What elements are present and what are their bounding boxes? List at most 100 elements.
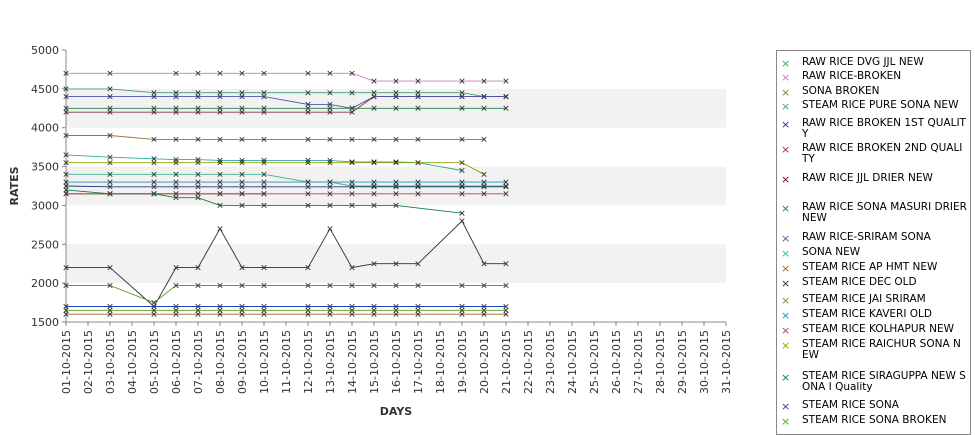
data-point bbox=[151, 94, 157, 100]
data-point bbox=[261, 157, 267, 163]
data-point bbox=[459, 179, 465, 185]
data-point bbox=[481, 136, 487, 142]
data-point bbox=[327, 226, 333, 232]
data-point bbox=[503, 282, 509, 289]
data-point bbox=[349, 183, 355, 189]
data-point bbox=[393, 282, 399, 289]
legend-label: RAW RICE JJL DRIER NEW bbox=[802, 172, 933, 184]
legend-marker: × bbox=[781, 86, 791, 99]
data-point bbox=[371, 307, 377, 313]
data-point bbox=[393, 311, 399, 317]
x-tick-label: 03-10-2015 bbox=[104, 330, 117, 394]
data-point bbox=[305, 264, 311, 271]
data-point bbox=[371, 282, 377, 289]
legend-marker: × bbox=[781, 143, 791, 156]
data-point bbox=[239, 171, 245, 177]
x-axis: 01-10-2015 02-10-2015 03-10-2015 04-10-2015… bbox=[60, 321, 733, 394]
x-tick-label: 26-10-2015 bbox=[610, 330, 623, 394]
series-group bbox=[63, 183, 509, 190]
data-point bbox=[327, 101, 333, 108]
data-point bbox=[107, 264, 113, 271]
data-point bbox=[393, 78, 399, 84]
data-point bbox=[63, 171, 69, 177]
x-tick-label: 18-10-2015 bbox=[434, 330, 447, 394]
data-point bbox=[261, 109, 267, 115]
data-point bbox=[305, 109, 311, 115]
data-point bbox=[217, 94, 223, 100]
data-point bbox=[107, 191, 113, 197]
data-point bbox=[217, 105, 223, 111]
legend-marker: × bbox=[781, 202, 791, 215]
series-group bbox=[63, 218, 509, 310]
data-point bbox=[217, 90, 223, 96]
x-tick-label: 31-10-2015 bbox=[720, 330, 733, 394]
data-point bbox=[393, 90, 399, 96]
data-point bbox=[217, 160, 223, 166]
data-point bbox=[349, 311, 355, 317]
data-point bbox=[349, 159, 355, 165]
x-tick-label: 30-10-2015 bbox=[698, 330, 711, 394]
y-axis-title: RATES bbox=[8, 166, 21, 205]
data-point bbox=[261, 307, 267, 313]
data-point bbox=[63, 187, 69, 193]
y-axis: 1500 2000 2500 3000 3500 4000 4500 5000 bbox=[31, 44, 67, 329]
y-tick-label: 1500 bbox=[31, 316, 59, 329]
data-point bbox=[305, 136, 311, 142]
data-point bbox=[459, 311, 465, 317]
data-point bbox=[349, 70, 355, 76]
data-point bbox=[415, 90, 421, 96]
data-point bbox=[63, 160, 69, 166]
data-point bbox=[195, 90, 201, 96]
data-point bbox=[239, 109, 245, 115]
data-point bbox=[239, 94, 245, 100]
data-point bbox=[393, 183, 399, 189]
data-point bbox=[195, 303, 201, 310]
x-tick-label: 27-10-2015 bbox=[632, 330, 645, 394]
data-point bbox=[415, 282, 421, 289]
data-point bbox=[173, 184, 179, 190]
data-point bbox=[393, 303, 399, 310]
data-point bbox=[107, 303, 113, 310]
y-tick-label: 4000 bbox=[31, 122, 59, 135]
data-point bbox=[195, 311, 201, 317]
data-point bbox=[349, 264, 355, 271]
legend-label: STEAM RICE AP HMT NEW bbox=[802, 261, 938, 273]
legend-marker: × bbox=[781, 339, 791, 352]
data-point bbox=[503, 105, 509, 111]
data-point bbox=[173, 105, 179, 111]
data-point bbox=[195, 136, 201, 142]
data-point bbox=[305, 179, 311, 185]
data-point bbox=[107, 94, 113, 100]
data-point bbox=[327, 184, 333, 190]
data-point bbox=[415, 94, 421, 100]
series-line bbox=[66, 72, 506, 82]
data-point bbox=[195, 171, 201, 177]
data-point bbox=[371, 105, 377, 111]
legend-label: STEAM RICE JAI SRIRAM bbox=[802, 293, 926, 305]
data-point bbox=[459, 307, 465, 313]
data-point bbox=[261, 282, 267, 289]
data-point bbox=[63, 152, 69, 158]
series-group bbox=[63, 191, 509, 197]
data-point bbox=[371, 136, 377, 142]
legend-label: RAW RICE-BROKEN bbox=[802, 70, 902, 82]
data-point bbox=[503, 179, 509, 185]
data-point bbox=[327, 105, 333, 111]
data-point bbox=[305, 101, 311, 108]
data-point bbox=[459, 160, 465, 166]
data-point bbox=[459, 94, 465, 100]
data-point bbox=[393, 160, 399, 166]
data-point bbox=[217, 311, 223, 317]
legend-marker: × bbox=[781, 400, 791, 413]
legend-marker: × bbox=[781, 100, 791, 113]
data-point bbox=[173, 303, 179, 310]
x-tick-label: 02-10-2015 bbox=[82, 330, 95, 394]
series-group bbox=[63, 311, 509, 317]
data-point bbox=[173, 195, 179, 201]
data-point bbox=[261, 179, 267, 185]
data-point bbox=[481, 78, 487, 84]
data-point bbox=[305, 90, 311, 96]
legend-marker: × bbox=[781, 277, 791, 290]
data-point bbox=[305, 105, 311, 111]
x-tick-label: 12-10-2015 bbox=[302, 330, 315, 394]
